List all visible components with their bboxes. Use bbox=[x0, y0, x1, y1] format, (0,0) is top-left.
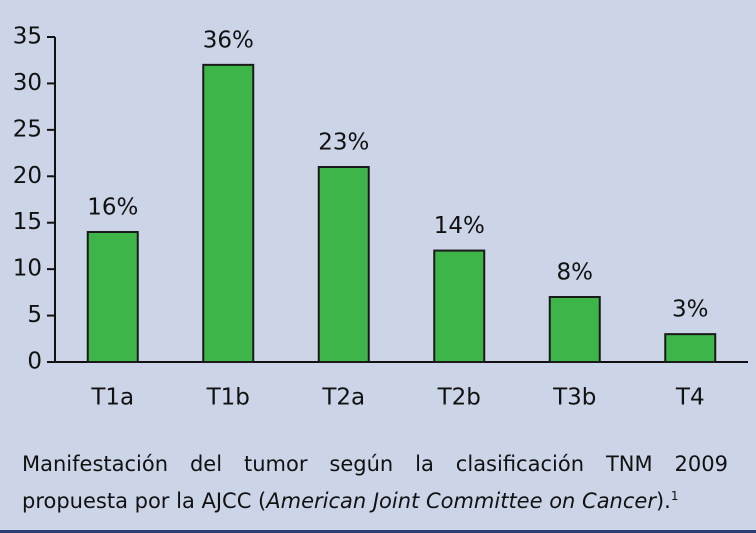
bar bbox=[202, 63, 255, 363]
y-tick-label: 20 bbox=[13, 163, 42, 189]
x-tick-label: T2b bbox=[437, 385, 481, 411]
caption-sup: 1 bbox=[670, 489, 679, 503]
y-tick-label: 15 bbox=[13, 209, 42, 235]
x-tick-label: T1b bbox=[206, 385, 250, 411]
caption: Manifestación del tumor según la clasifi… bbox=[22, 448, 728, 517]
caption-text: Manifestación del tumor según la clasifi… bbox=[22, 452, 728, 513]
annotation: 16% bbox=[87, 195, 138, 221]
bar bbox=[548, 296, 601, 363]
y-tick-label: 30 bbox=[13, 70, 42, 96]
annotation: 23% bbox=[318, 130, 369, 156]
caption-end: ). bbox=[655, 489, 671, 513]
y-tick-label: 10 bbox=[13, 256, 42, 282]
bar bbox=[86, 231, 139, 363]
y-tick-label: 5 bbox=[27, 302, 42, 328]
annotation: 14% bbox=[434, 213, 485, 239]
y-tick-label: 35 bbox=[13, 24, 42, 50]
y-tick-label: 25 bbox=[13, 116, 42, 142]
bar bbox=[317, 166, 370, 363]
x-tick-label: T3b bbox=[552, 385, 596, 411]
annotation: 8% bbox=[557, 260, 594, 286]
x-tick-label: T2a bbox=[321, 385, 365, 411]
x-tick-label: T1a bbox=[90, 385, 134, 411]
bar bbox=[433, 249, 486, 363]
caption-italic: American Joint Committee on Cancer bbox=[266, 489, 656, 513]
annotation: 3% bbox=[672, 297, 709, 323]
chart: 0 5 10 15 20 25 30 35 T1a 16% T1b 36% T2a 23% T2b 14% T3… bbox=[13, 24, 748, 411]
y-tick-label: 0 bbox=[27, 349, 42, 375]
x-tick-label: T4 bbox=[675, 385, 705, 411]
bar bbox=[664, 333, 717, 363]
annotation: 36% bbox=[203, 27, 254, 53]
